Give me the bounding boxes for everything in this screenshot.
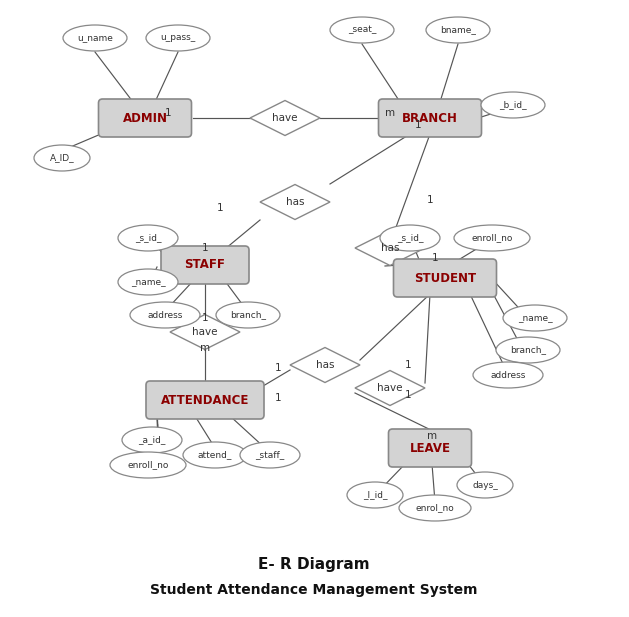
Text: m: m xyxy=(200,343,210,353)
Text: 1: 1 xyxy=(275,363,281,373)
Text: _a_id_: _a_id_ xyxy=(138,436,165,444)
Text: 1: 1 xyxy=(202,313,208,323)
Text: have: have xyxy=(377,383,403,393)
Ellipse shape xyxy=(110,452,186,478)
Text: _name_: _name_ xyxy=(518,313,552,323)
Text: 1: 1 xyxy=(431,253,438,263)
FancyBboxPatch shape xyxy=(379,99,482,137)
Ellipse shape xyxy=(503,305,567,331)
Text: 1: 1 xyxy=(426,195,433,205)
Text: attend_: attend_ xyxy=(198,450,232,460)
Text: LEAVE: LEAVE xyxy=(409,442,450,455)
Ellipse shape xyxy=(481,92,545,118)
Ellipse shape xyxy=(63,25,127,51)
Polygon shape xyxy=(355,370,425,405)
Text: branch_: branch_ xyxy=(230,310,266,320)
FancyBboxPatch shape xyxy=(161,246,249,284)
Text: days_: days_ xyxy=(472,481,498,489)
Ellipse shape xyxy=(496,337,560,363)
Text: A_ID_: A_ID_ xyxy=(50,154,74,162)
Text: has: has xyxy=(316,360,334,370)
Polygon shape xyxy=(290,347,360,383)
Ellipse shape xyxy=(146,25,210,51)
Text: have: have xyxy=(272,113,298,123)
Text: 1: 1 xyxy=(404,360,411,370)
Ellipse shape xyxy=(454,225,530,251)
Text: _name_: _name_ xyxy=(131,278,165,286)
Text: u_pass_: u_pass_ xyxy=(160,33,196,43)
Polygon shape xyxy=(260,184,330,220)
Text: address: address xyxy=(491,370,526,379)
Ellipse shape xyxy=(118,225,178,251)
Text: BRANCH: BRANCH xyxy=(402,112,458,125)
Ellipse shape xyxy=(216,302,280,328)
Ellipse shape xyxy=(347,482,403,508)
Ellipse shape xyxy=(457,472,513,498)
Text: enrol_no: enrol_no xyxy=(416,503,454,513)
Text: STUDENT: STUDENT xyxy=(414,271,476,284)
Text: STAFF: STAFF xyxy=(184,259,225,271)
Text: 1: 1 xyxy=(216,203,223,213)
Text: 1: 1 xyxy=(202,243,208,253)
Text: _s_id_: _s_id_ xyxy=(397,233,423,242)
Text: have: have xyxy=(192,327,218,337)
Ellipse shape xyxy=(399,495,471,521)
FancyBboxPatch shape xyxy=(146,381,264,419)
Text: u_name: u_name xyxy=(77,33,113,43)
Ellipse shape xyxy=(473,362,543,388)
Text: 1: 1 xyxy=(415,120,421,130)
Text: bname_: bname_ xyxy=(440,25,476,35)
Polygon shape xyxy=(250,101,320,136)
Ellipse shape xyxy=(183,442,247,468)
Text: _seat_: _seat_ xyxy=(348,25,376,35)
Ellipse shape xyxy=(122,427,182,453)
Text: has: has xyxy=(381,243,399,253)
FancyBboxPatch shape xyxy=(394,259,496,297)
Text: 1: 1 xyxy=(275,393,281,403)
FancyBboxPatch shape xyxy=(389,429,472,467)
Ellipse shape xyxy=(130,302,200,328)
Ellipse shape xyxy=(426,17,490,43)
Ellipse shape xyxy=(240,442,300,468)
Text: enroll_no: enroll_no xyxy=(127,460,169,470)
Ellipse shape xyxy=(380,225,440,251)
Polygon shape xyxy=(355,231,425,265)
Text: _s_id_: _s_id_ xyxy=(135,233,161,242)
Text: 1: 1 xyxy=(404,390,411,400)
Ellipse shape xyxy=(118,269,178,295)
Text: address: address xyxy=(147,310,182,320)
Text: m: m xyxy=(427,431,437,441)
Text: E- R Diagram: E- R Diagram xyxy=(258,558,370,573)
Polygon shape xyxy=(170,315,240,349)
Text: enroll_no: enroll_no xyxy=(471,233,513,242)
Text: has: has xyxy=(286,197,304,207)
Ellipse shape xyxy=(34,145,90,171)
Text: branch_: branch_ xyxy=(510,346,546,355)
Text: _l_id_: _l_id_ xyxy=(363,491,387,500)
FancyBboxPatch shape xyxy=(99,99,191,137)
Ellipse shape xyxy=(330,17,394,43)
Text: _staff_: _staff_ xyxy=(255,450,285,460)
Text: _b_id_: _b_id_ xyxy=(499,101,527,109)
Text: ADMIN: ADMIN xyxy=(123,112,167,125)
Text: Student Attendance Management System: Student Attendance Management System xyxy=(150,583,478,597)
Text: ATTENDANCE: ATTENDANCE xyxy=(161,394,249,407)
Text: m: m xyxy=(385,108,395,118)
Text: 1: 1 xyxy=(165,108,171,118)
